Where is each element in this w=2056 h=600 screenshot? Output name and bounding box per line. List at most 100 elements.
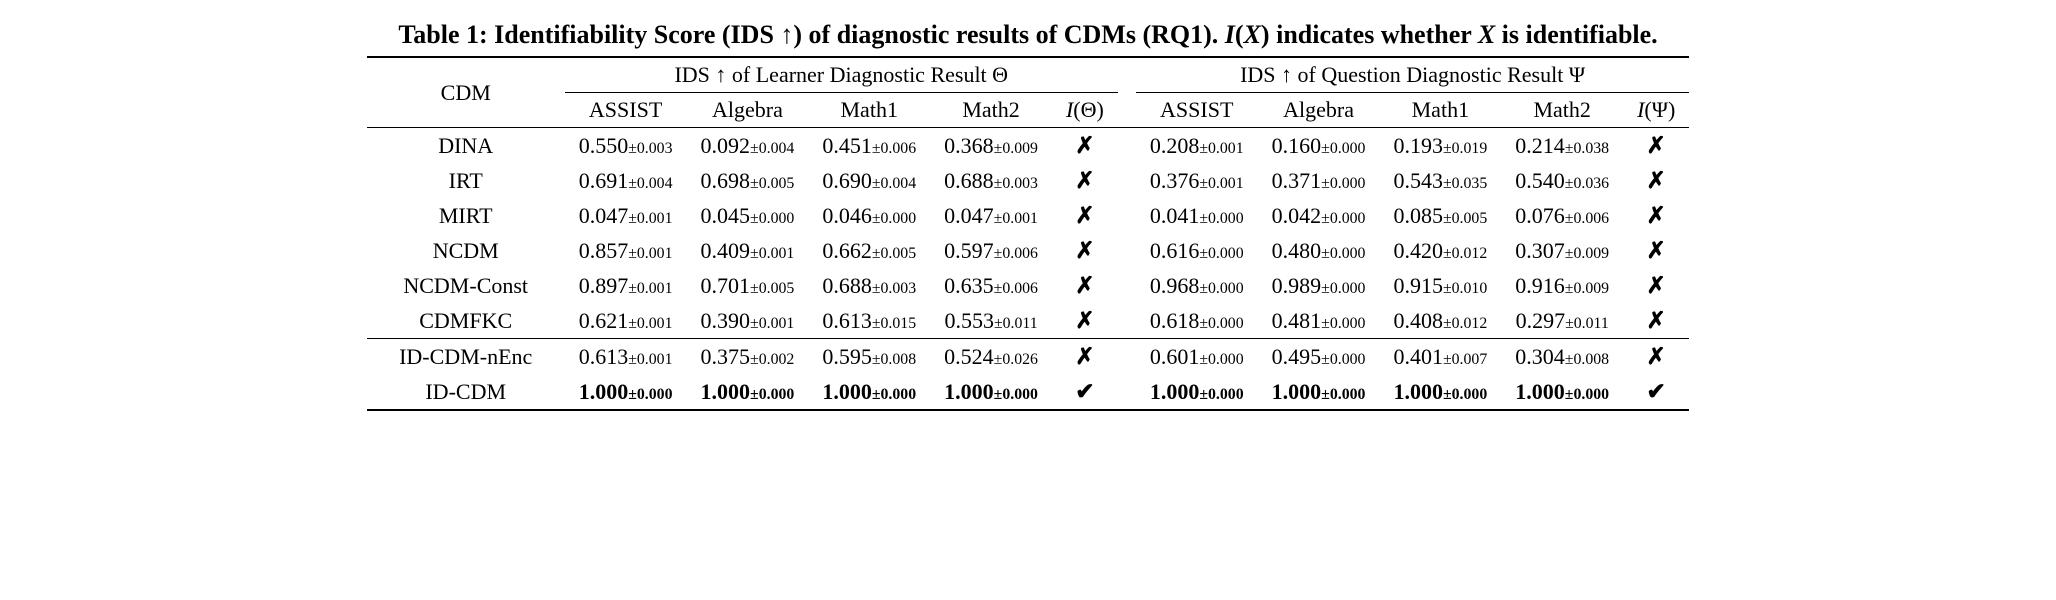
value-main: 0.616: [1150, 238, 1200, 263]
value-main: 0.690: [822, 168, 872, 193]
value-cell: 0.214±0.038: [1501, 128, 1623, 164]
value-main: 0.390: [701, 308, 751, 333]
value-main: 0.701: [701, 273, 751, 298]
ids-table: CDM IDS ↑ of Learner Diagnostic Result Θ…: [367, 56, 1690, 411]
value-cell: 1.000±0.000: [1379, 374, 1501, 410]
value-cell: 0.045±0.000: [687, 198, 809, 233]
col-psi-1: Algebra: [1258, 93, 1380, 128]
x-icon: ✗: [1623, 303, 1689, 339]
value-err: ±0.006: [872, 140, 916, 157]
table-row: DINA0.550±0.0030.092±0.0040.451±0.0060.3…: [367, 128, 1690, 164]
table-row: ID-CDM-nEnc0.613±0.0010.375±0.0020.595±0…: [367, 339, 1690, 375]
x-icon: ✗: [1052, 163, 1118, 198]
gap: [1118, 268, 1136, 303]
value-main: 0.698: [701, 168, 751, 193]
value-main: 0.208: [1150, 133, 1200, 158]
table-row: IRT0.691±0.0040.698±0.0050.690±0.0040.68…: [367, 163, 1690, 198]
table-row: CDMFKC0.621±0.0010.390±0.0010.613±0.0150…: [367, 303, 1690, 339]
row-name: NCDM-Const: [367, 268, 565, 303]
value-err: ±0.006: [994, 245, 1038, 262]
caption-text: Table 1: Identifiability Score (IDS ↑) o…: [398, 20, 1224, 49]
value-err: ±0.000: [1199, 210, 1243, 227]
value-main: 0.047: [944, 203, 994, 228]
value-main: 1.000: [1272, 379, 1322, 404]
x-icon: ✗: [1052, 303, 1118, 339]
value-main: 0.401: [1393, 344, 1443, 369]
value-cell: 0.698±0.005: [687, 163, 809, 198]
group-psi: IDS ↑ of Question Diagnostic Result Ψ: [1136, 57, 1689, 93]
x-icon: ✗: [1623, 198, 1689, 233]
value-err: ±0.007: [1443, 351, 1487, 368]
row-name: ID-CDM: [367, 374, 565, 410]
x-icon: ✗: [1623, 268, 1689, 303]
col-theta-3: Math2: [930, 93, 1052, 128]
value-err: ±0.000: [1199, 351, 1243, 368]
value-main: 0.989: [1272, 273, 1322, 298]
value-err: ±0.015: [872, 315, 916, 332]
value-cell: 0.376±0.001: [1136, 163, 1258, 198]
value-cell: 0.160±0.000: [1258, 128, 1380, 164]
value-main: 0.618: [1150, 308, 1200, 333]
value-err: ±0.001: [1199, 175, 1243, 192]
value-main: 0.451: [822, 133, 872, 158]
check-icon: ✔: [1052, 374, 1118, 410]
value-main: 0.495: [1272, 344, 1322, 369]
value-main: 0.042: [1272, 203, 1322, 228]
x-icon: ✗: [1052, 268, 1118, 303]
value-main: 0.047: [579, 203, 629, 228]
caption-X: X: [1244, 20, 1261, 49]
value-err: ±0.005: [750, 175, 794, 192]
value-err: ±0.001: [1199, 140, 1243, 157]
value-err: ±0.000: [1321, 280, 1365, 297]
value-cell: 0.409±0.001: [687, 233, 809, 268]
value-cell: 0.690±0.004: [808, 163, 930, 198]
x-icon: ✗: [1052, 233, 1118, 268]
value-cell: 0.613±0.001: [565, 339, 687, 375]
col-theta-1: Algebra: [687, 93, 809, 128]
value-main: 0.085: [1393, 203, 1443, 228]
value-main: 0.553: [944, 308, 994, 333]
value-err: ±0.009: [1565, 280, 1609, 297]
value-main: 0.076: [1515, 203, 1565, 228]
value-main: 0.408: [1393, 308, 1443, 333]
value-main: 0.897: [579, 273, 629, 298]
value-err: ±0.000: [1199, 245, 1243, 262]
value-main: 0.540: [1515, 168, 1565, 193]
value-main: 1.000: [1515, 379, 1565, 404]
group-theta: IDS ↑ of Learner Diagnostic Result Θ: [565, 57, 1118, 93]
value-err: ±0.000: [1321, 210, 1365, 227]
value-err: ±0.000: [1199, 315, 1243, 332]
gap: [1118, 303, 1136, 339]
row-name: IRT: [367, 163, 565, 198]
value-err: ±0.038: [1565, 140, 1609, 157]
value-main: 0.481: [1272, 308, 1322, 333]
value-cell: 0.047±0.001: [930, 198, 1052, 233]
value-cell: 0.495±0.000: [1258, 339, 1380, 375]
value-main: 1.000: [579, 379, 629, 404]
value-cell: 0.047±0.001: [565, 198, 687, 233]
value-cell: 0.601±0.000: [1136, 339, 1258, 375]
gap: [1118, 233, 1136, 268]
value-cell: 0.092±0.004: [687, 128, 809, 164]
value-cell: 0.989±0.000: [1258, 268, 1380, 303]
value-main: 1.000: [701, 379, 751, 404]
caption-paren-close: ): [1261, 20, 1270, 49]
col-cdm: CDM: [367, 57, 565, 128]
i-theta-arg: (Θ): [1073, 97, 1104, 122]
gap: [1118, 374, 1136, 410]
group-psi-label: IDS ↑ of Question Diagnostic Result: [1240, 62, 1569, 87]
value-main: 0.297: [1516, 308, 1566, 333]
value-cell: 0.208±0.001: [1136, 128, 1258, 164]
caption-I: I: [1225, 20, 1235, 49]
value-cell: 0.915±0.010: [1379, 268, 1501, 303]
value-cell: 1.000±0.000: [1136, 374, 1258, 410]
row-name: DINA: [367, 128, 565, 164]
value-err: ±0.004: [628, 175, 672, 192]
value-err: ±0.006: [994, 280, 1038, 297]
value-cell: 0.543±0.035: [1379, 163, 1501, 198]
value-cell: 0.401±0.007: [1379, 339, 1501, 375]
value-main: 0.041: [1150, 203, 1200, 228]
table-caption: Table 1: Identifiability Score (IDS ↑) o…: [30, 20, 2026, 50]
value-cell: 0.371±0.000: [1258, 163, 1380, 198]
value-main: 0.092: [701, 133, 751, 158]
